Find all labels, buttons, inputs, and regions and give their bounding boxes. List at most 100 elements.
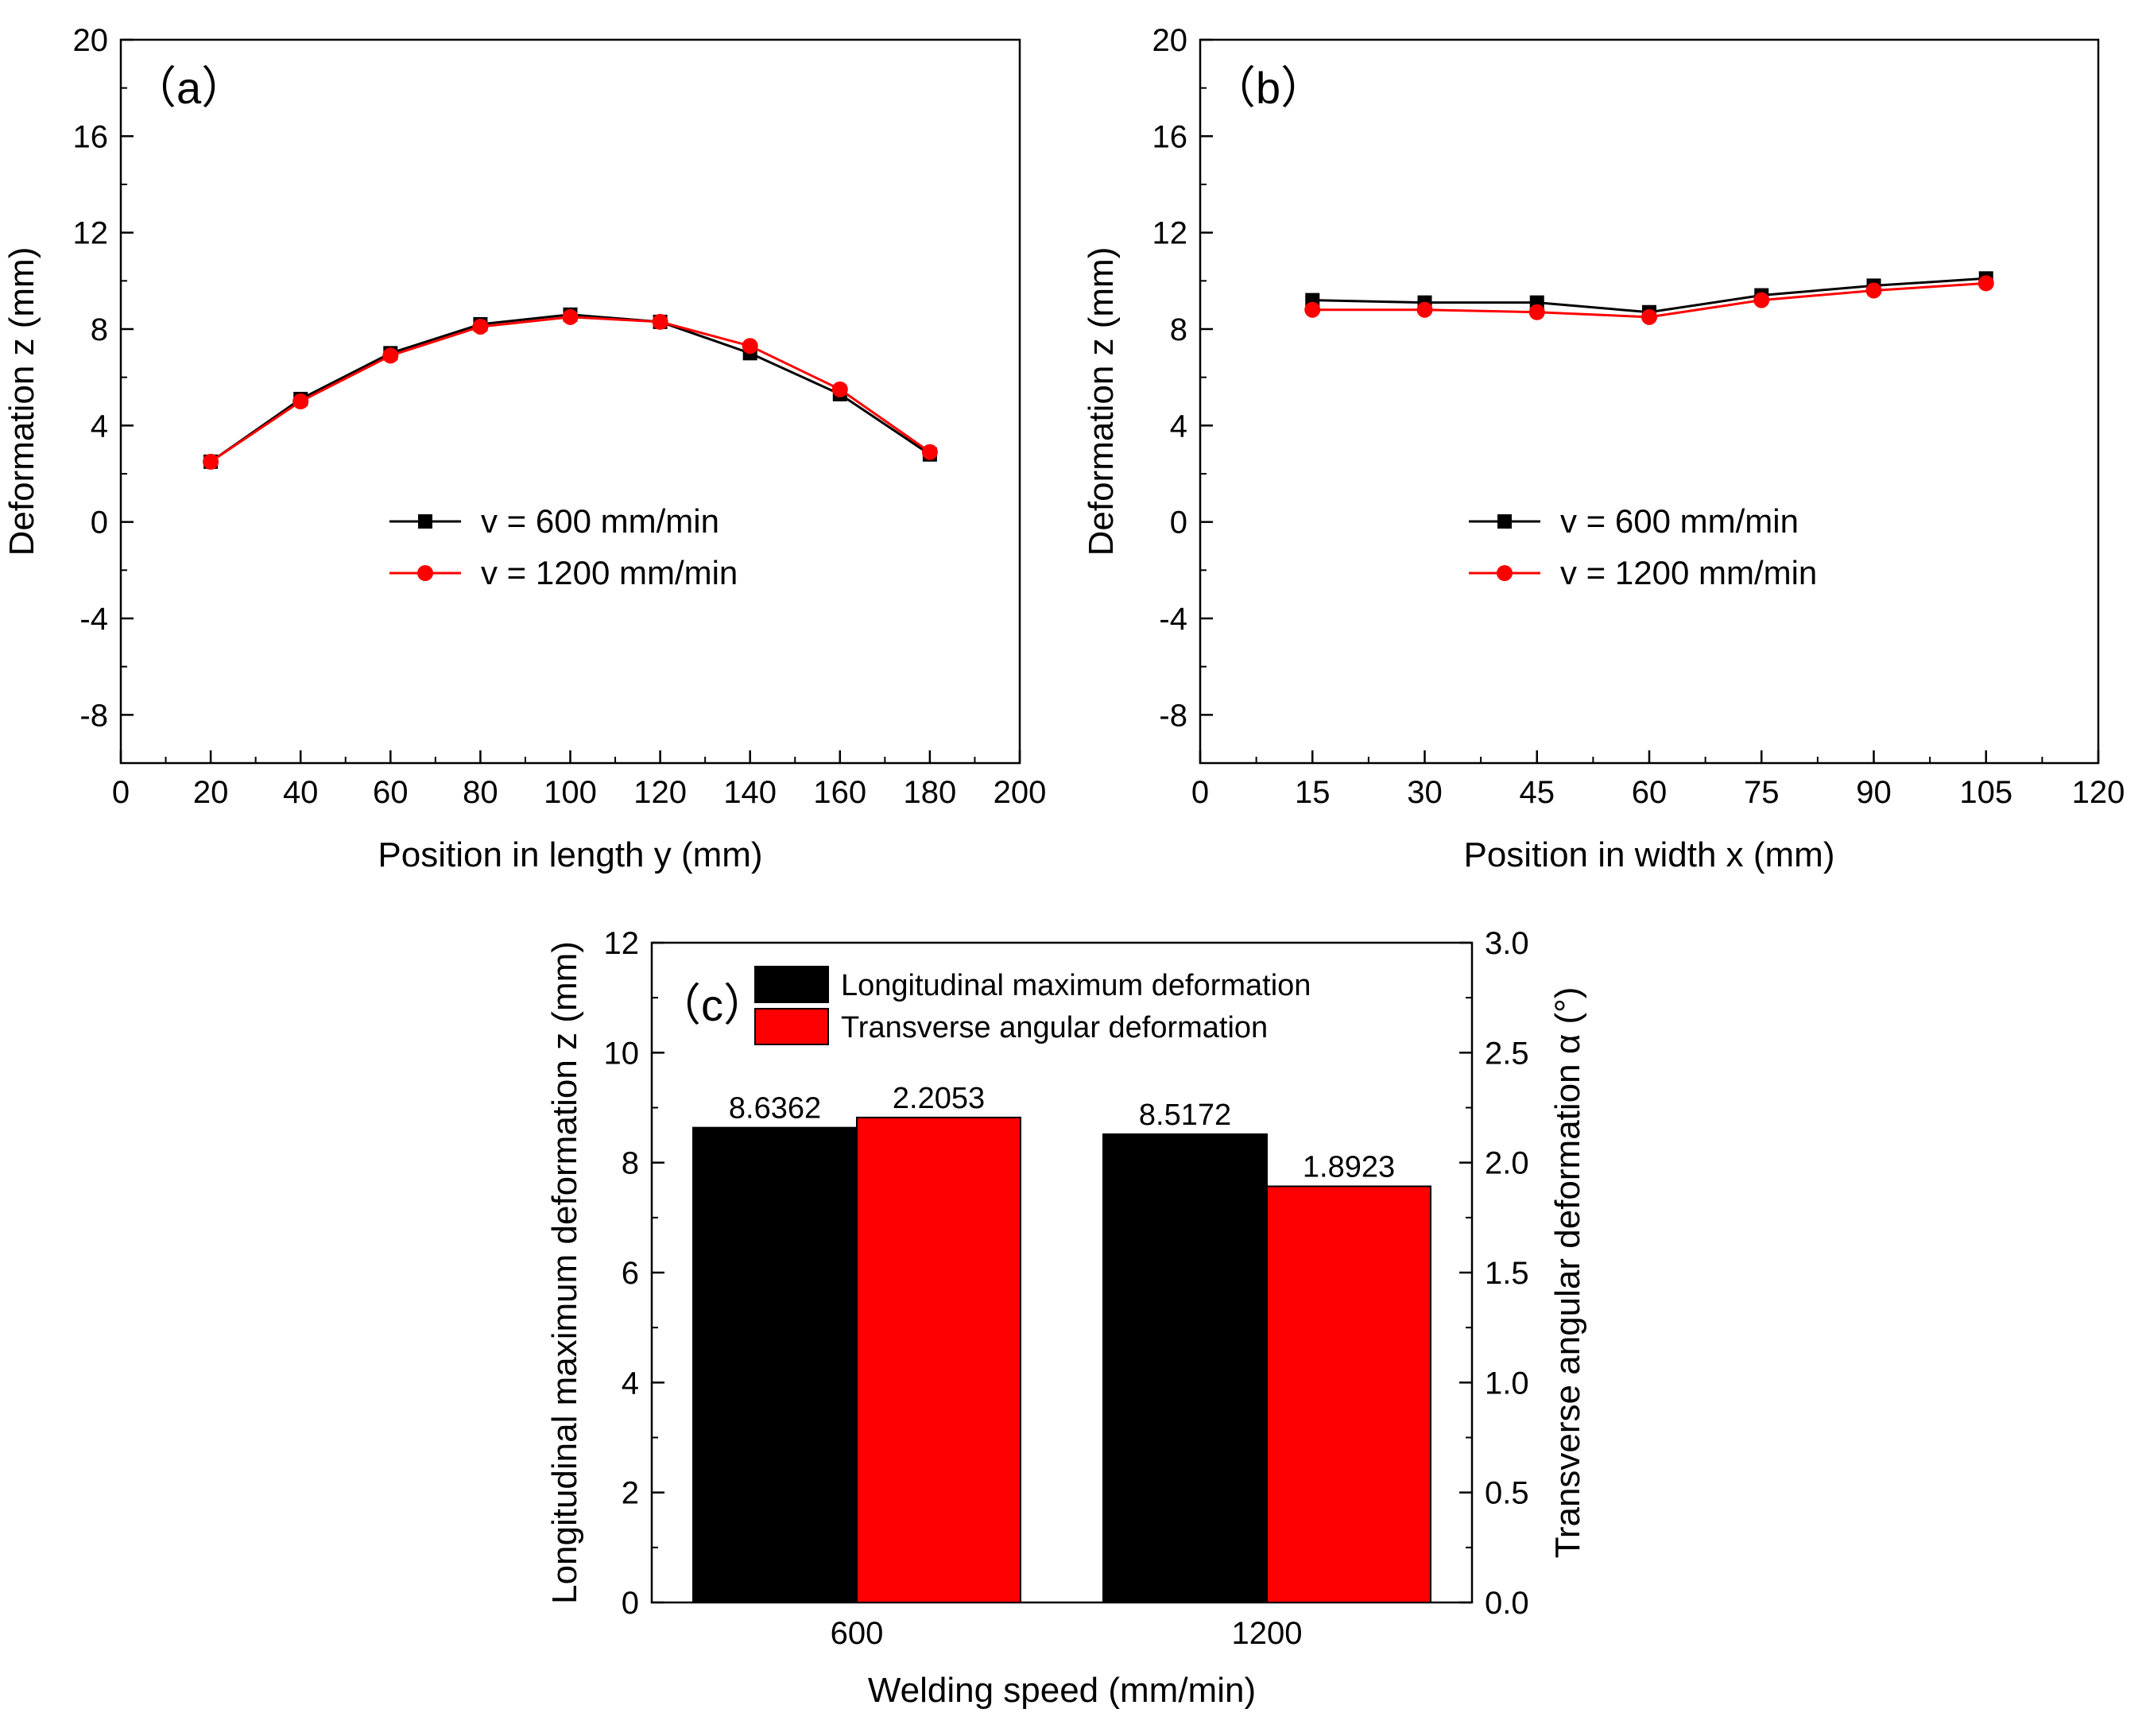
x-category-label: 1200: [1232, 1616, 1303, 1651]
y-tick-label: 8: [1170, 312, 1187, 347]
x-tick-label: 160: [813, 775, 866, 810]
legend-label: v = 600 mm/min: [1560, 502, 1799, 540]
legend-label: v = 600 mm/min: [481, 502, 719, 540]
y-tick-label: 16: [1152, 119, 1188, 154]
legend-marker-square: [1497, 514, 1512, 529]
legend-marker-circle: [417, 565, 433, 581]
bar-value-label: 8.5172: [1139, 1099, 1231, 1132]
data-point-circle: [1528, 304, 1545, 320]
y-tick-label: 8: [622, 1146, 639, 1181]
y-tick-label: 12: [604, 926, 640, 961]
x-tick-label: 45: [1520, 775, 1555, 810]
x-tick-label: 140: [723, 775, 777, 810]
y2-axis-title: Transverse angular deformation α (°): [1548, 987, 1587, 1559]
y-axis-title: Longitudinal maximum deformation z (mm): [545, 941, 584, 1604]
x-tick-label: 0: [112, 775, 130, 810]
y-axis-title: Deformation z (mm): [1082, 247, 1121, 556]
series-line-600: [210, 313, 931, 463]
x-axis-title: Position in length y (mm): [378, 835, 762, 874]
legend-label: Transverse angular deformation: [841, 1011, 1268, 1044]
y-tick-label: 20: [1152, 23, 1188, 58]
data-point-circle: [921, 444, 938, 460]
bar-value-label: 1.8923: [1303, 1150, 1395, 1184]
y-tick-label: 8: [91, 312, 108, 347]
x-tick-label: 20: [193, 775, 229, 810]
data-point-circle: [1865, 282, 1882, 299]
bar-longitudinal: [692, 1126, 858, 1603]
panel-label: （c）: [657, 980, 768, 1030]
y-tick-label: 16: [73, 119, 109, 154]
x-tick-label: 180: [904, 775, 957, 810]
data-point-circle: [1416, 301, 1433, 318]
data-point-circle: [652, 313, 668, 330]
data-point-circle: [1977, 275, 1994, 292]
y-tick-label: -4: [1159, 602, 1187, 637]
y-tick-label: 6: [622, 1256, 639, 1291]
x-tick-label: 15: [1295, 775, 1331, 810]
y-tick-label: 0: [1170, 506, 1187, 541]
y-tick-label: 4: [91, 409, 108, 444]
legend-swatch: [754, 1008, 829, 1045]
data-point-circle: [1304, 301, 1321, 318]
data-point-circle: [1641, 308, 1657, 325]
y-tick-label: 0: [622, 1586, 639, 1621]
y-tick-label: -8: [79, 698, 108, 733]
y-tick-label: 0: [91, 506, 108, 541]
bar-value-label: 2.2053: [893, 1082, 985, 1115]
y-tick-label: 4: [622, 1366, 639, 1401]
x-axis-title: Welding speed (mm/min): [868, 1671, 1256, 1710]
panel-label: （a）: [132, 63, 246, 113]
x-tick-label: 60: [373, 775, 409, 810]
x-tick-label: 200: [994, 775, 1047, 810]
legend-label: v = 1200 mm/min: [481, 554, 738, 591]
x-tick-label: 75: [1744, 775, 1780, 810]
x-tick-label: 120: [2072, 775, 2125, 810]
chart-a-deformation-length: 0 20 40 60 80 100 120 140 160 180 200 -8 -4 0 4 8 12 16 20…: [2, 23, 1046, 874]
y-tick-label: 20: [73, 23, 109, 58]
x-tick-label: 100: [544, 775, 597, 810]
y2-tick-label: 3.0: [1485, 926, 1529, 961]
y2-tick-label: 1.0: [1485, 1366, 1529, 1401]
y-tick-label: -8: [1159, 698, 1187, 733]
x-axis-title: Position in width x (mm): [1463, 835, 1834, 874]
bar-transverse: [856, 1116, 1021, 1603]
y-tick-label: 2: [622, 1476, 639, 1511]
data-point-circle: [203, 453, 219, 470]
legend-label: v = 1200 mm/min: [1560, 554, 1817, 591]
bar-longitudinal: [1102, 1133, 1268, 1603]
x-tick-label: 80: [463, 775, 498, 810]
data-point-circle: [742, 338, 758, 355]
y2-tick-label: 0.5: [1485, 1476, 1529, 1511]
plot-frame: [1199, 38, 2100, 765]
panel-label: （b）: [1211, 63, 1325, 113]
plot-frame: [119, 38, 1021, 765]
bar-transverse: [1266, 1185, 1431, 1603]
legend-swatch: [754, 966, 829, 1003]
y-tick-label: 12: [73, 216, 109, 251]
x-tick-label: 60: [1632, 775, 1668, 810]
x-tick-label: 90: [1856, 775, 1892, 810]
y2-tick-label: 0.0: [1485, 1586, 1529, 1621]
data-point-circle: [382, 347, 399, 364]
x-category-label: 600: [831, 1616, 884, 1651]
legend-marker-circle: [1497, 565, 1513, 581]
data-point-circle: [472, 318, 489, 335]
legend-marker-square: [418, 514, 432, 529]
y-axis-title: Deformation z (mm): [2, 247, 41, 556]
legend-label: Longitudinal maximum deformation: [841, 969, 1311, 1002]
x-tick-label: 105: [1959, 775, 2012, 810]
y-tick-label: -4: [79, 602, 108, 637]
chart-b-deformation-width: 0 15 30 45 60 75 90 105 120 -8 -4 0 4 8 12 16 20 Position…: [1082, 23, 2125, 874]
x-tick-label: 120: [633, 775, 687, 810]
data-point-circle: [1753, 292, 1770, 308]
y-tick-label: 4: [1170, 409, 1187, 444]
y2-tick-label: 2.0: [1485, 1146, 1529, 1181]
bar-value-label: 8.6362: [729, 1092, 821, 1126]
y-tick-label: 12: [1152, 216, 1188, 251]
data-point-circle: [292, 393, 309, 409]
x-tick-label: 30: [1407, 775, 1443, 810]
data-point-circle: [831, 381, 848, 397]
y2-tick-label: 2.5: [1485, 1036, 1529, 1071]
data-point-circle: [562, 308, 579, 325]
